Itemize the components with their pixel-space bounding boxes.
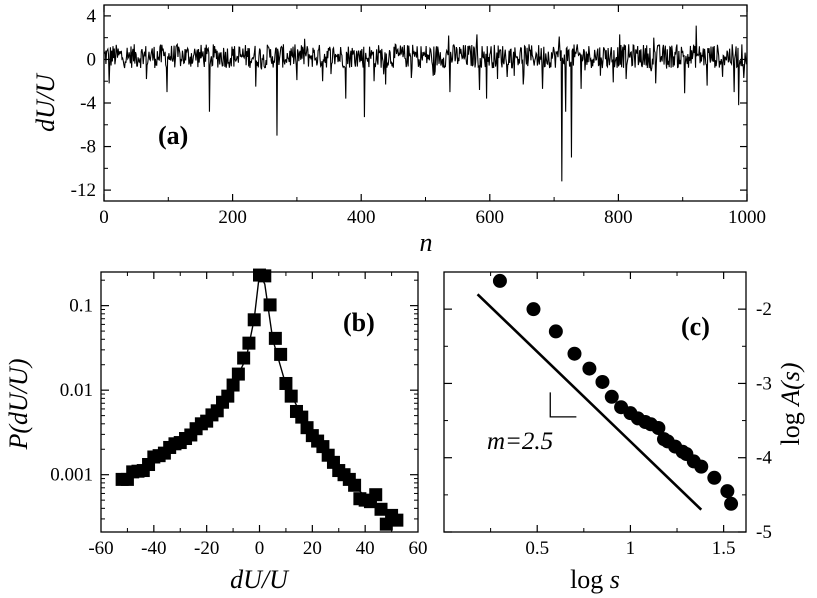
- panel-c-ytick-label: -5: [756, 522, 772, 543]
- panel-b-point: [247, 313, 261, 327]
- panel-c-xlabel-var: s: [610, 565, 620, 594]
- panel-b-xtick-label: 0: [255, 538, 265, 559]
- panel-b-ytick-label: 0.01: [60, 380, 93, 401]
- panel-c-xtick-label: 1: [626, 538, 636, 559]
- panel-c-point: [694, 459, 709, 474]
- panel-b-point: [268, 331, 282, 345]
- panel-b-ticks: -60 -40 -20 0 20 40 60 0.1 0.01 0.001: [50, 272, 428, 559]
- panel-c-ylabel-text: log: [776, 406, 805, 446]
- panel-a-ytick-label: -8: [80, 137, 96, 158]
- panel-c-point: [720, 484, 735, 499]
- panel-b-label: (b): [343, 308, 375, 337]
- panel-a-xtick-label: 1000: [728, 207, 766, 228]
- panel-b-point: [258, 269, 272, 283]
- panel-c-ylabel: log A(s): [776, 362, 805, 445]
- panel-b-xtick-label: 20: [303, 538, 322, 559]
- panel-c-point: [604, 389, 619, 404]
- panel-c-point: [492, 273, 507, 288]
- panel-a-ytick-label: 0: [87, 49, 97, 70]
- panel-c-point: [526, 302, 541, 317]
- panel-c-point: [567, 346, 582, 361]
- panel-b: -60 -40 -20 0 20 40 60 0.1 0.01 0.001 (b) dU/U P(…: [4, 268, 428, 594]
- panel-a-ytick-label: -4: [80, 93, 96, 114]
- panel-c-slope-label: m=2.5: [487, 428, 553, 455]
- panel-c-points: [492, 273, 739, 511]
- panel-c-frame: [443, 271, 747, 533]
- panel-b-point: [374, 502, 388, 516]
- panel-c-xlabel-text: log: [570, 565, 610, 594]
- panel-b-point: [295, 410, 309, 424]
- panel-b-xtick-label: -40: [141, 538, 166, 559]
- panel-b-xtick-label: 40: [356, 538, 375, 559]
- panel-a-ytick-label: -12: [71, 180, 96, 201]
- panel-b-point: [226, 378, 240, 392]
- panel-c: 0.5 1 1.5 -2 -3 -4 -5 (c) m=2.5 log s log A(s): [443, 271, 805, 594]
- panel-a-xtick-label: 600: [476, 207, 505, 228]
- panel-c-point: [582, 361, 597, 376]
- panel-a-xtick-label: 800: [604, 207, 633, 228]
- panel-c-point: [651, 421, 666, 435]
- panel-c-slope-triangle: [549, 392, 577, 418]
- panel-b-xtick-label: -20: [194, 538, 219, 559]
- panel-c-ylabel-var: A(s): [776, 362, 805, 407]
- panel-b-points: [115, 268, 404, 531]
- panel-c-label: (c): [681, 312, 710, 341]
- panel-c-ytick-label: -3: [756, 373, 772, 394]
- panel-c-xlabel: log s: [570, 565, 620, 594]
- panel-b-point: [369, 488, 383, 502]
- panel-c-point: [548, 324, 563, 339]
- panel-a-frame: [103, 4, 748, 202]
- panel-c-reference-line: [476, 293, 703, 511]
- panel-b-point: [390, 513, 404, 527]
- panel-b-ytick-label: 0.1: [69, 296, 93, 317]
- panel-a-series-line: [103, 25, 748, 182]
- panel-b-point: [242, 336, 256, 350]
- panel-b-point: [348, 478, 362, 492]
- panel-a-ytick-label: 4: [87, 6, 97, 27]
- panel-b-xlabel: dU/U: [230, 565, 290, 594]
- panel-b-xtick-label: -60: [88, 538, 113, 559]
- panel-b-xtick-label: 60: [409, 538, 428, 559]
- panel-a-ylabel: dU/U: [31, 72, 60, 132]
- panel-c-xtick-label: 1.5: [712, 538, 736, 559]
- panel-a-label: (a): [158, 121, 188, 150]
- panel-a-xtick-label: 400: [347, 207, 376, 228]
- panel-c-point: [724, 496, 739, 511]
- panel-b-point: [221, 389, 235, 403]
- panel-c-point: [707, 470, 722, 485]
- panel-b-ylabel: P(dU/U): [4, 359, 33, 451]
- panel-a-xlabel: n: [420, 228, 433, 257]
- panel-b-point: [284, 389, 298, 403]
- panel-b-ytick-label: 0.001: [50, 465, 93, 486]
- panel-c-ytick-label: -2: [756, 299, 772, 320]
- panel-c-point: [595, 374, 610, 389]
- panel-c-ticks: 0.5 1 1.5 -2 -3 -4 -5: [444, 272, 772, 559]
- panel-a: 0 200 400 600 800 1000 4 0 -4 -8 -12 (a) n dU/U: [31, 4, 766, 257]
- panel-b-point: [263, 298, 277, 312]
- panel-b-point: [231, 367, 245, 381]
- panel-b-point: [274, 347, 288, 361]
- panel-a-xtick-label: 0: [99, 207, 109, 228]
- panel-c-ytick-label: -4: [756, 448, 772, 469]
- panel-a-ticks: 0 200 400 600 800 1000 4 0 -4 -8 -12: [71, 5, 766, 228]
- panel-a-xtick-label: 200: [218, 207, 247, 228]
- panel-b-point: [237, 351, 251, 365]
- panel-c-xtick-label: 0.5: [525, 538, 549, 559]
- panel-b-point: [279, 376, 293, 390]
